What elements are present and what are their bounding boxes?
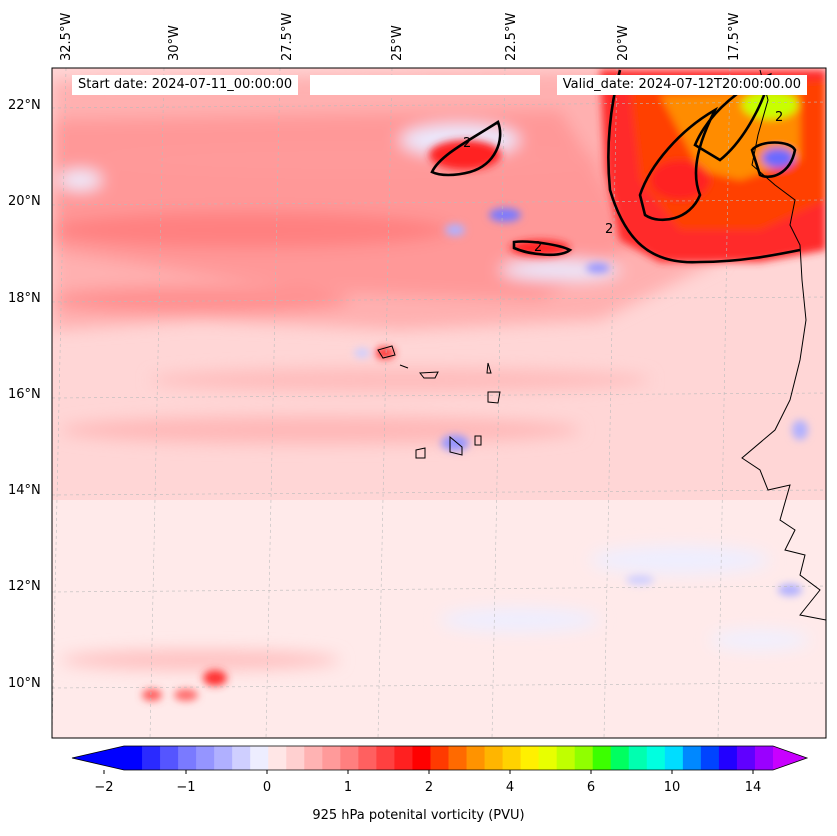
colorbar-swatch <box>304 746 323 770</box>
colorbar-swatch <box>196 746 215 770</box>
colorbar-swatch <box>358 746 377 770</box>
date-bar-fill <box>310 75 540 95</box>
lat-label: 10°N <box>8 676 41 691</box>
colorbar-tick-label: 4 <box>505 780 515 795</box>
colorbar-swatch <box>214 746 233 770</box>
lat-label: 20°N <box>8 194 41 209</box>
colorbar-swatch <box>286 746 305 770</box>
coastlines <box>377 69 826 621</box>
colorbar-swatch <box>466 746 486 770</box>
lon-label: 17.5°W <box>727 12 742 61</box>
colorbar-swatch <box>250 746 269 770</box>
colorbar-swatch <box>430 746 449 770</box>
colorbar-swatch <box>484 746 504 770</box>
colorbar-swatch <box>628 746 648 770</box>
colorbar-swatch <box>232 746 251 770</box>
colorbar-swatch <box>574 746 594 770</box>
contour-labels: 2 2 2 2 <box>463 110 783 255</box>
contour-label: 2 <box>463 136 471 151</box>
colorbar-tick-label: 6 <box>586 780 596 795</box>
colorbar-swatch <box>268 746 287 770</box>
lat-label: 12°N <box>8 579 41 594</box>
lon-label: 22.5°W <box>504 12 519 61</box>
colorbar-outline <box>71 745 809 771</box>
colorbar-swatch <box>646 746 666 770</box>
lat-label: 22°N <box>8 98 41 113</box>
colorbar-tick-label: 1 <box>343 780 353 795</box>
colorbar-swatch <box>538 746 558 770</box>
colorbar-swatch <box>160 746 179 770</box>
colorbar-swatch <box>142 746 161 770</box>
lon-label: 27.5°W <box>280 12 295 61</box>
colorbar-swatch <box>664 746 684 770</box>
lat-label: 16°N <box>8 387 41 402</box>
colorbar <box>71 745 809 774</box>
lon-label: 32.5°W <box>59 12 74 61</box>
colorbar-tick-label: 14 <box>744 780 762 795</box>
colorbar-swatch <box>448 746 468 770</box>
colorbar-swatch <box>124 746 143 770</box>
contour-label: 2 <box>775 110 783 125</box>
contour-label: 2 <box>605 222 613 237</box>
colorbar-tick-label: −2 <box>94 780 114 795</box>
colorbar-label: 925 hPa potenital vorticity (PVU) <box>312 808 525 823</box>
colorbar-tick-label: 0 <box>262 780 272 795</box>
colorbar-swatch <box>178 746 197 770</box>
colorbar-swatch <box>556 746 576 770</box>
start-date-label: Start date: 2024-07-11_00:00:00 <box>72 75 299 95</box>
colorbar-swatch <box>340 746 359 770</box>
colorbar-swatch <box>394 746 413 770</box>
colorbar-swatch <box>610 746 630 770</box>
colorbar-over-extension <box>773 746 807 770</box>
colorbar-swatch <box>718 746 738 770</box>
lon-label: 25°W <box>390 25 405 61</box>
lon-label: 20°W <box>616 25 631 61</box>
colorbar-swatch <box>754 746 774 770</box>
graticule <box>52 68 826 738</box>
colorbar-swatch <box>376 746 395 770</box>
colorbar-swatch <box>592 746 612 770</box>
colorbar-under-extension <box>72 746 124 770</box>
valid-date-label: Valid_date: 2024-07-12T20:00:00.00 <box>556 75 807 95</box>
colorbar-tick-label: 2 <box>424 780 434 795</box>
colorbar-swatch <box>502 746 522 770</box>
colorbar-tick-label: 10 <box>663 780 681 795</box>
colorbar-swatch <box>700 746 720 770</box>
pv-field: 2 2 2 2 <box>52 68 826 738</box>
lat-label: 14°N <box>8 483 41 498</box>
colorbar-swatch <box>520 746 540 770</box>
contour-label: 2 <box>534 240 542 255</box>
map-frame <box>51 67 827 739</box>
colorbar-swatch <box>736 746 756 770</box>
colorbar-swatch <box>412 746 431 770</box>
lon-label: 30°W <box>167 25 182 61</box>
colorbar-swatch <box>682 746 702 770</box>
colorbar-swatch <box>322 746 341 770</box>
colorbar-tick-label: −1 <box>176 780 196 795</box>
lat-label: 18°N <box>8 291 41 306</box>
